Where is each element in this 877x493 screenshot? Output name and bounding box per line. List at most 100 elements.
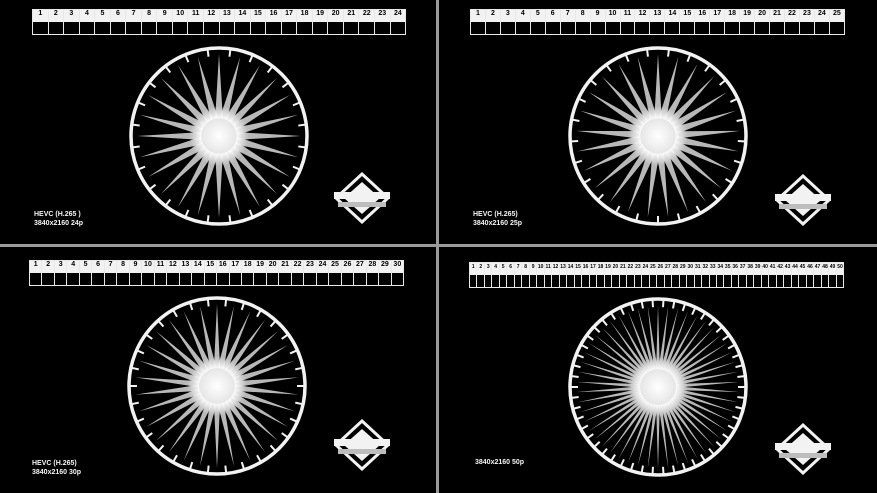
frame-cell: 22	[626, 263, 634, 287]
frame-number: 36	[731, 263, 739, 275]
wheel-spoke	[577, 371, 641, 386]
wheel-spoke	[664, 315, 698, 373]
wheel-tick	[206, 298, 210, 307]
frame-patch	[281, 21, 297, 34]
wheel-spoke	[197, 151, 219, 216]
wheel-spoke	[674, 390, 736, 413]
wheel-tick	[732, 353, 741, 359]
frame-number: 12	[167, 261, 179, 273]
frame-patch	[329, 272, 341, 285]
frame-cell: 40	[760, 263, 769, 287]
frame-patch	[642, 274, 649, 287]
frame-number: 27	[354, 261, 366, 273]
frame-cell: 22	[358, 10, 375, 34]
frame-number: 16	[217, 261, 229, 273]
frame-patch	[48, 21, 64, 34]
frame-patch	[649, 274, 657, 287]
wheel-tick	[136, 349, 145, 355]
frame-patch	[477, 274, 484, 287]
wheel-tick	[266, 65, 274, 74]
wheel-spoke	[660, 307, 679, 371]
frame-number: 23	[634, 263, 642, 275]
wheel-tick	[228, 215, 232, 224]
frame-patch	[141, 21, 157, 34]
wheel-spoke	[601, 76, 649, 126]
frame-cell: 23	[303, 261, 316, 285]
frame-patch	[192, 272, 204, 285]
frame-cell: 19	[311, 10, 328, 34]
frame-cell: 8	[140, 10, 157, 34]
frame-cell: 48	[820, 263, 829, 287]
frame-number: 18	[297, 10, 312, 22]
frame-cell: 3	[499, 10, 515, 34]
wheel-tick	[681, 302, 687, 312]
frame-cell: 21	[278, 261, 291, 285]
frame-patch	[522, 274, 529, 287]
radial-spoke-wheel-icon	[127, 296, 307, 476]
frame-cell: 10	[536, 263, 544, 287]
wheel-spoke	[580, 361, 642, 384]
frame-number: 10	[142, 261, 154, 273]
frame-number: 21	[619, 263, 627, 275]
frame-cell: 27	[353, 261, 366, 285]
frame-patch	[485, 21, 500, 34]
frame-number: 29	[679, 263, 687, 275]
wheel-spoke	[580, 110, 643, 135]
frame-cell: 45	[798, 263, 806, 287]
wheel-tick	[614, 205, 621, 214]
wheel-tick	[737, 396, 746, 400]
wheel-tick	[572, 364, 581, 369]
wheel-tick	[586, 433, 594, 440]
frame-cell: 6	[109, 10, 126, 34]
frame-cell: 17	[280, 10, 297, 34]
logo-shape	[775, 443, 831, 450]
frame-number: 48	[821, 263, 829, 275]
wheel-tick	[725, 178, 733, 184]
wheel-spoke	[183, 311, 213, 372]
wheel-spoke	[658, 56, 679, 120]
frame-patch	[544, 274, 552, 287]
frame-patch	[471, 21, 485, 34]
format-caption: HEVC (H.265 ) 3840x2160 24p	[34, 210, 83, 228]
frame-number: 8	[117, 261, 129, 273]
wheel-spoke	[139, 360, 202, 384]
frame-number: 3	[54, 261, 67, 273]
wheel-spoke	[601, 398, 648, 447]
format-caption: HEVC (H.265) 3840x2160 25p	[473, 210, 522, 228]
wheel-spoke	[232, 95, 291, 131]
frame-patch	[366, 272, 379, 285]
frame-number: 20	[328, 10, 343, 22]
frame-cell: 9	[128, 261, 142, 285]
frame-cell: 15	[573, 263, 582, 287]
frame-patch	[254, 272, 266, 285]
wheel-tick	[269, 319, 277, 328]
logo-shape	[338, 202, 386, 207]
wheel-spoke	[637, 56, 658, 120]
frame-cell: 47	[813, 263, 821, 287]
frame-patch	[784, 274, 791, 287]
caption-line1: HEVC (H.265)	[473, 211, 518, 218]
frame-number: 3	[484, 263, 492, 275]
frame-number: 1	[470, 263, 477, 275]
frame-patch	[172, 21, 188, 34]
frame-patch	[702, 274, 709, 287]
frame-patch	[54, 272, 67, 285]
frame-patch	[740, 21, 755, 34]
logo-shape	[333, 172, 391, 224]
wheel-tick	[298, 145, 307, 149]
frame-number: 14	[665, 10, 680, 22]
wheel-tick	[589, 79, 597, 86]
wheel-tick	[224, 465, 228, 474]
wheel-tick	[676, 213, 681, 222]
frame-cell: 23	[374, 10, 390, 34]
frame-number: 24	[390, 10, 406, 22]
frame-patch	[316, 272, 329, 285]
wheel-tick	[145, 432, 153, 439]
frame-patch	[755, 21, 770, 34]
frame-patch	[110, 21, 126, 34]
wheel-spoke	[217, 305, 235, 370]
frame-cell: 31	[693, 263, 702, 287]
frame-number: 11	[154, 261, 167, 273]
wheel-spoke	[213, 304, 221, 369]
wheel-tick	[635, 213, 640, 222]
